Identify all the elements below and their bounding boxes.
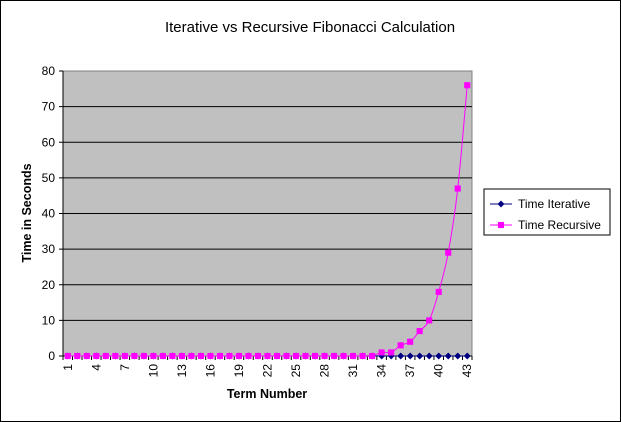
x-tick-label: 31 (346, 364, 360, 378)
legend-items: Time Iterative Time Recursive (490, 197, 601, 232)
y-tick-label: 0 (48, 349, 55, 363)
data-point-square (445, 249, 452, 256)
data-point-diamond (454, 352, 462, 360)
data-point-square (121, 352, 128, 360)
x-tick-label: 13 (175, 364, 189, 378)
data-point-square (350, 352, 357, 360)
data-point-square (264, 352, 271, 360)
data-point-diamond (406, 352, 414, 360)
y-axis-title: Time in Seconds (20, 163, 34, 262)
data-point-square (64, 352, 71, 360)
data-point-square (216, 352, 223, 360)
data-point-square (407, 338, 414, 345)
legend-entry: Time Recursive (490, 218, 601, 232)
chart-title: Iterative vs Recursive Fibonacci Calcula… (165, 19, 455, 36)
x-axis-title: Term Number (227, 387, 307, 401)
x-tick-label: 25 (289, 364, 303, 378)
data-point-square (112, 352, 119, 360)
data-point-diamond (416, 352, 424, 360)
data-point-square (235, 352, 243, 360)
y-tick-label: 60 (42, 135, 56, 149)
data-point-square (292, 352, 300, 360)
gridlines (63, 106, 472, 321)
data-point-square (178, 352, 185, 360)
data-point-square (245, 352, 252, 360)
data-point-square (426, 317, 433, 324)
y-axis: 0 10 20 30 40 50 60 70 80 (42, 64, 64, 363)
data-point-square (464, 82, 471, 89)
data-point-square (159, 352, 166, 360)
legend-label: Time Iterative (518, 197, 591, 211)
legend-entry: Time Iterative (490, 197, 591, 211)
x-tick-label: 1 (61, 364, 75, 371)
x-tick-label: 7 (118, 364, 132, 371)
y-tick-label: 10 (42, 313, 56, 327)
data-point-diamond (463, 352, 471, 360)
data-point-diamond (425, 352, 433, 360)
data-point-square (435, 288, 442, 295)
data-point-square (83, 352, 90, 360)
data-point-square (359, 352, 366, 360)
legend-swatch-marker (497, 221, 505, 229)
data-point-square (93, 352, 100, 360)
x-tick-label: 34 (375, 364, 389, 378)
legend: Time Iterative Time Recursive (483, 188, 611, 236)
data-point-square (254, 352, 262, 360)
data-point-square (273, 352, 281, 360)
data-point-square (197, 352, 204, 360)
x-tick-label: 16 (203, 364, 217, 378)
data-point-square (226, 352, 233, 360)
x-tick-label: 10 (146, 364, 160, 378)
series-layer (64, 82, 471, 360)
x-tick-label: 22 (261, 364, 275, 378)
data-point-square (102, 352, 109, 360)
data-point-square (150, 352, 157, 360)
y-tick-label: 20 (42, 278, 56, 292)
y-tick-label: 30 (42, 242, 56, 256)
y-tick-label: 80 (42, 64, 56, 78)
x-tick-label: 28 (318, 364, 332, 378)
data-point-square (140, 352, 147, 360)
data-point-square (131, 352, 138, 360)
data-point-square (340, 352, 347, 360)
data-point-square (388, 349, 395, 356)
legend-swatch-marker (497, 200, 505, 208)
x-tick-label: 43 (460, 364, 474, 378)
data-point-square (312, 352, 319, 360)
y-tick-label: 40 (42, 207, 56, 221)
data-point-square (321, 352, 328, 360)
data-point-square (188, 352, 195, 360)
data-point-square (331, 352, 338, 360)
data-point-square (416, 328, 423, 335)
y-tick-label: 50 (42, 171, 56, 185)
data-point-square (74, 352, 81, 360)
x-tick-label: 40 (432, 364, 446, 378)
data-point-square (397, 342, 404, 349)
y-tick-label: 70 (42, 100, 56, 114)
data-point-square (302, 352, 309, 360)
data-point-square (369, 352, 376, 360)
series-time-recursive (64, 82, 471, 360)
x-tick-label: 37 (403, 364, 417, 378)
data-point-square (169, 352, 176, 360)
data-point-diamond (444, 352, 452, 360)
data-point-diamond (397, 352, 405, 360)
legend-box (483, 188, 611, 236)
data-point-square (378, 349, 385, 356)
legend-label: Time Recursive (518, 218, 601, 232)
data-point-square (454, 185, 461, 192)
data-point-diamond (435, 352, 443, 360)
data-point-square (207, 352, 214, 360)
data-point-square (283, 352, 290, 360)
x-tick-label: 4 (89, 364, 103, 371)
x-tick-label: 19 (232, 364, 246, 378)
